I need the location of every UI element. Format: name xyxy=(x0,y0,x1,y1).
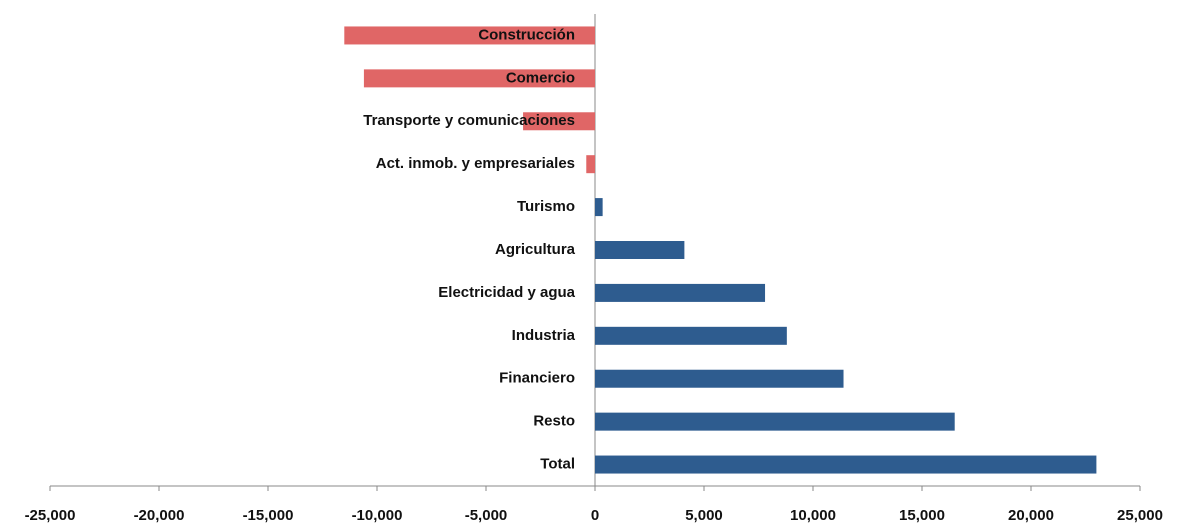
x-tick-label: -5,000 xyxy=(465,507,508,524)
category-label: Total xyxy=(540,456,575,473)
x-tick-label: 20,000 xyxy=(1008,507,1054,524)
category-label: Comercio xyxy=(506,69,575,86)
category-label: Resto xyxy=(533,413,575,430)
x-tick-label: 10,000 xyxy=(790,507,836,524)
bar xyxy=(595,241,685,259)
bar xyxy=(595,369,844,388)
bar xyxy=(595,412,955,431)
category-label: Electricidad y agua xyxy=(438,284,575,301)
category-label: Transporte y comunicaciones xyxy=(363,112,575,129)
category-label: Agricultura xyxy=(495,241,576,258)
x-tick-label: 5,000 xyxy=(685,507,723,524)
bar xyxy=(586,155,595,174)
bar xyxy=(595,283,766,302)
bar xyxy=(595,198,603,217)
x-tick-label: 15,000 xyxy=(899,507,945,524)
x-tick-label: -15,000 xyxy=(243,507,294,524)
bar xyxy=(344,26,595,45)
category-label: Turismo xyxy=(517,198,575,215)
category-label: Industria xyxy=(512,327,576,344)
category-label: Construcción xyxy=(478,26,575,43)
x-tick-label: -10,000 xyxy=(352,507,403,524)
x-tick-label: -25,000 xyxy=(25,507,76,524)
x-tick-label: 0 xyxy=(591,507,599,524)
bar xyxy=(363,69,595,88)
bar xyxy=(595,455,1097,474)
x-tick-label: 25,000 xyxy=(1117,507,1163,524)
category-label: Financiero xyxy=(499,370,575,387)
bar xyxy=(595,326,787,345)
category-label: Act. inmob. y empresariales xyxy=(376,155,575,172)
bar xyxy=(523,112,595,131)
x-tick-label: -20,000 xyxy=(134,507,185,524)
